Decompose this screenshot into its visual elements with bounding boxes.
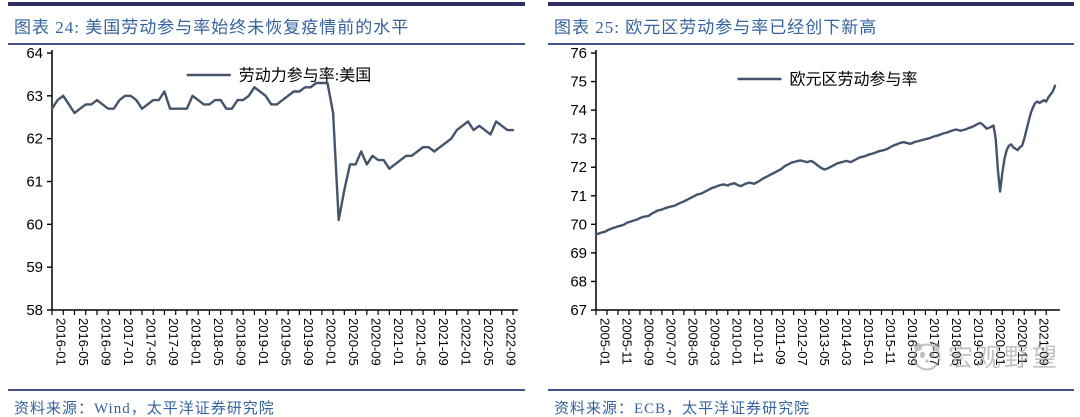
x-tick-label: 2013-05 <box>817 318 832 366</box>
x-tick-label: 2015-11 <box>883 318 898 365</box>
x-tick-label: 2015-01 <box>861 318 876 366</box>
us-participation-chart: 58 59 60 61 62 63 64 2016-01 2016-05 2016-09 2017-… <box>26 45 518 366</box>
legend-label: 劳动力参与率:美国 <box>239 67 371 85</box>
y-tick-label: 63 <box>26 88 43 105</box>
x-tick-label: 2014-03 <box>839 318 854 366</box>
x-tick-label: 2009-03 <box>707 318 722 366</box>
x-tick-label: 2005-01 <box>598 318 613 366</box>
y-tick-label: 74 <box>570 102 587 119</box>
x-tick-label: 2010-11 <box>751 318 766 365</box>
x-tick-label: 2005-11 <box>619 318 634 365</box>
y-tick-label: 60 <box>26 216 43 233</box>
series-line <box>594 84 1057 236</box>
x-tick-label: 2019-09 <box>301 318 316 366</box>
y-tick-label: 73 <box>570 131 587 148</box>
figure-24-title: 图表 24: 美国劳动参与率始终未恢复疫情前的水平 <box>14 18 410 37</box>
x-tick-label: 2019-03 <box>971 318 986 366</box>
y-tick-label: 64 <box>26 45 43 62</box>
y-tick-label: 58 <box>26 302 43 319</box>
y-tick-label: 72 <box>570 159 587 176</box>
x-tick-label: 2020-01 <box>323 318 338 366</box>
x-tick-label: 2022-09 <box>503 318 518 366</box>
y-tick-label: 59 <box>26 259 43 276</box>
x-tick-label: 2018-05 <box>949 318 964 366</box>
x-tick-label: 2018-01 <box>188 318 203 366</box>
legend-label: 欧元区劳动参与率 <box>790 71 918 89</box>
x-tick-label: 2022-01 <box>458 318 473 366</box>
x-tick-label: 2020-05 <box>346 318 361 366</box>
x-tick-label: 2007-07 <box>663 318 678 366</box>
x-tick-label: 2018-09 <box>233 318 248 366</box>
x-tick-label: 2011-09 <box>773 318 788 365</box>
x-tick-label: 2021-05 <box>413 318 428 366</box>
y-tick-label: 68 <box>570 273 587 290</box>
figure-25-source: 资料来源：ECB，太平洋证券研究院 <box>554 401 811 417</box>
x-tick-label: 2021-09 <box>436 318 451 366</box>
y-tick-label: 62 <box>26 131 43 148</box>
x-tick-label: 2012-07 <box>795 318 810 366</box>
x-tick-label: 2019-05 <box>278 318 293 366</box>
x-tick-label: 2006-09 <box>641 318 656 366</box>
x-tick-label: 2017-09 <box>166 318 181 366</box>
x-tick-label: 2020-11 <box>1015 318 1030 365</box>
y-tick-label: 70 <box>570 216 587 233</box>
figure-25-footer: 资料来源：ECB，太平洋证券研究院 <box>548 389 1074 417</box>
x-tick-label: 2010-01 <box>729 318 744 366</box>
series-line <box>50 81 515 222</box>
y-tick-label: 71 <box>570 188 587 205</box>
x-tick-label: 2020-09 <box>368 318 383 366</box>
x-tick-label: 2021-09 <box>1037 318 1052 366</box>
figure-24-source: 资料来源：Wind，太平洋证券研究院 <box>14 401 275 417</box>
x-tick-label: 2016-09 <box>905 318 920 366</box>
figure-25-header: 图表 25: 欧元区劳动参与率已经创下新高 <box>548 2 1074 45</box>
y-tick-label: 75 <box>570 74 587 91</box>
y-tick-label: 61 <box>26 174 43 191</box>
figure-24-footer: 资料来源：Wind，太平洋证券研究院 <box>8 389 525 417</box>
x-tick-label: 2022-05 <box>481 318 496 366</box>
y-tick-label: 76 <box>570 45 587 62</box>
y-tick-label: 67 <box>570 302 587 319</box>
x-tick-label: 2019-01 <box>256 318 271 366</box>
figure-25-panel: 图表 25: 欧元区劳动参与率已经创下新高 67 68 69 70 71 72 73 74 75… <box>548 2 1074 417</box>
eurozone-participation-chart: 67 68 69 70 71 72 73 74 75 76 2005-01 2005-11 2006-0… <box>570 45 1060 366</box>
figure-24-panel: 图表 24: 美国劳动参与率始终未恢复疫情前的水平 58 59 60 61 62 63 64… <box>8 2 525 417</box>
figure-24-header: 图表 24: 美国劳动参与率始终未恢复疫情前的水平 <box>8 2 525 45</box>
x-tick-label: 2016-05 <box>76 318 91 366</box>
figure-25-title: 图表 25: 欧元区劳动参与率已经创下新高 <box>554 18 878 37</box>
x-tick-label: 2017-07 <box>927 318 942 366</box>
x-tick-label: 2021-01 <box>391 318 406 366</box>
x-tick-label: 2017-05 <box>143 318 158 366</box>
x-tick-label: 2017-01 <box>121 318 136 366</box>
x-tick-label: 2016-01 <box>54 318 69 366</box>
x-tick-label: 2016-09 <box>98 318 113 366</box>
y-tick-label: 69 <box>570 245 587 262</box>
x-tick-label: 2020-01 <box>993 318 1008 366</box>
x-tick-label: 2018-05 <box>211 318 226 366</box>
x-tick-label: 2008-05 <box>685 318 700 366</box>
